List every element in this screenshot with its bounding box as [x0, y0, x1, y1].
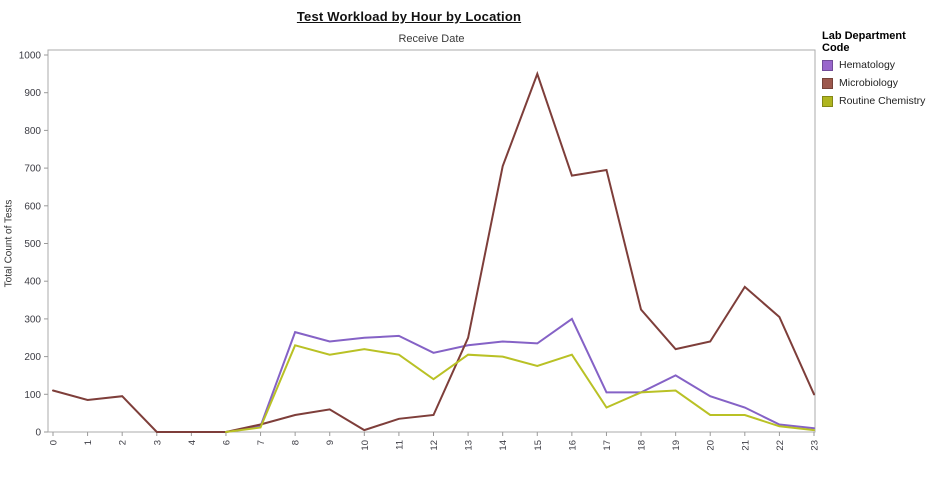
legend-title: Lab Department Code	[822, 30, 906, 54]
x-tick-label: 17	[602, 440, 613, 451]
series-line-routine-chemistry	[225, 344, 815, 433]
x-tick-label: 6	[221, 440, 232, 445]
chart-title: Test Workload by Hour by Location	[296, 9, 522, 24]
x-tick-label: 7	[256, 440, 267, 445]
y-tick-label: 700	[24, 164, 41, 175]
legend: Lab Department Code Hematology Microbiol…	[822, 30, 928, 113]
x-tick-label: 0	[49, 440, 60, 445]
legend-label: Routine Chemistry	[839, 95, 926, 107]
x-tick-label: 4	[187, 440, 198, 445]
y-tick-label: 600	[24, 201, 41, 212]
x-tick-label: 16	[567, 440, 578, 451]
x-tick-label: 9	[325, 440, 336, 445]
x-tick-label: 8	[291, 440, 302, 445]
legend-item-microbiology: Microbiology	[822, 77, 928, 89]
x-tick-label: 22	[775, 440, 786, 451]
x-tick-label: 14	[498, 440, 509, 451]
y-tick-label: 500	[24, 239, 41, 250]
microbiology-swatch-icon	[822, 77, 833, 89]
x-tick-label: 20	[706, 440, 717, 451]
x-tick-label: 23	[810, 440, 821, 451]
x-tick-label: 2	[118, 440, 129, 445]
x-tick-label: 10	[360, 440, 371, 451]
x-tick-label: 3	[152, 440, 163, 445]
legend-label: Hematology	[839, 59, 896, 71]
legend-label: Microbiology	[839, 77, 898, 89]
x-tick-label: 21	[740, 440, 751, 451]
routine-chemistry-swatch-icon	[822, 95, 833, 107]
x-tick-label: 19	[671, 440, 682, 451]
y-tick-label: 1000	[19, 51, 42, 62]
y-tick-label: 900	[24, 88, 41, 99]
x-tick-label: 15	[533, 440, 544, 451]
x-axis-group-title: Receive Date	[398, 33, 465, 45]
y-tick-label: 200	[24, 352, 41, 363]
legend-item-hematology: Hematology	[822, 59, 928, 71]
x-tick-label: 13	[464, 440, 475, 451]
series-line-hematology	[225, 317, 815, 433]
x-tick-label: 1	[83, 440, 94, 445]
y-tick-label: 0	[35, 428, 41, 439]
hematology-swatch-icon	[822, 59, 833, 71]
y-tick-label: 300	[24, 314, 41, 325]
y-tick-label: 100	[24, 390, 41, 401]
x-tick-label: 12	[429, 440, 440, 451]
y-tick-label: 800	[24, 126, 41, 137]
plot-area	[47, 49, 816, 433]
legend-item-routine-chemistry: Routine Chemistry	[822, 95, 928, 107]
series-line-microbiology	[52, 70, 815, 433]
x-tick-label: 18	[637, 440, 648, 451]
y-tick-label: 400	[24, 277, 41, 288]
x-tick-label: 11	[394, 440, 405, 450]
